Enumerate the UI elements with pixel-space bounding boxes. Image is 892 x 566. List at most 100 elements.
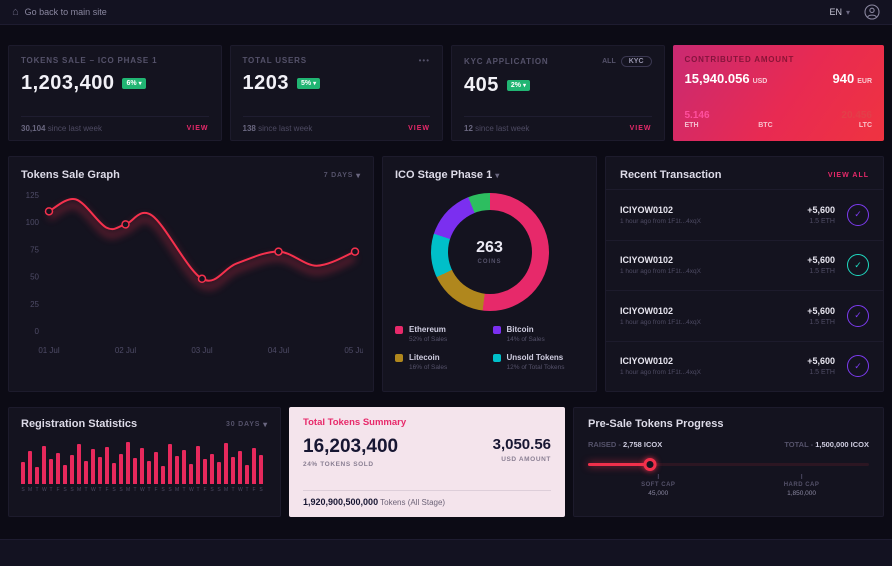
user-avatar[interactable]: [864, 4, 880, 20]
chevron-down-icon: ▾: [495, 171, 500, 180]
total-tokens-all-stage: 1,920,900,500,000 Tokens (All Stage): [303, 490, 551, 507]
chevron-down-icon: ▾: [845, 7, 850, 17]
total-users-card: TOTAL USERS ••• 1203 5% ▾ 138 since last …: [229, 45, 443, 141]
svg-text:01 Jul: 01 Jul: [38, 346, 60, 355]
legend-bitcoin: Bitcoin 14% of Sales: [492, 325, 585, 343]
view-link[interactable]: VIEW: [408, 125, 430, 132]
language-selector[interactable]: EN ▾: [829, 7, 850, 17]
donut-legend: Ethereum 52% of Sales Bitcoin 14% of Sal…: [395, 325, 584, 371]
registration-bar: [259, 455, 263, 484]
ico-stage-dropdown[interactable]: ICO Stage Phase 1 ▾: [395, 169, 500, 181]
card-title: CONTRIBUTED AMOUNT: [684, 55, 795, 64]
registration-bar: [63, 465, 67, 484]
topbar: ⌂ Go back to main site EN ▾: [0, 0, 892, 25]
registration-bar-chart: [21, 438, 268, 484]
bar-label: W: [238, 487, 243, 493]
tokens-sold-stat: 16,203,400 24% TOKENS SOLD: [303, 436, 399, 468]
dashboard-content: TOKENS SALE – ICO PHASE 1 1,203,400 6% ▾ …: [0, 25, 892, 539]
registration-bar: [84, 461, 88, 484]
bar-label: M: [224, 487, 229, 493]
chevron-down-icon: ▾: [356, 170, 361, 180]
sub-stat: 30,104 since last week: [21, 124, 102, 133]
registration-bar: [105, 447, 109, 484]
registration-bar: [252, 448, 256, 484]
card-title: TOKENS SALE – ICO PHASE 1: [21, 56, 158, 65]
bar-label: T: [49, 487, 53, 493]
registration-bar: [210, 454, 214, 484]
bar-label: S: [259, 487, 263, 493]
bar-label: W: [91, 487, 96, 493]
registration-bar: [161, 466, 165, 484]
transaction-row[interactable]: ICIYOW0102 1 hour ago from 1F1t...4xqX +…: [606, 340, 883, 392]
range-dropdown[interactable]: 7 DAYS ▾: [323, 170, 361, 180]
sub-stat: 138 since last week: [242, 124, 313, 133]
svg-text:25: 25: [30, 300, 39, 309]
range-dropdown[interactable]: 30 DAYS ▾: [226, 419, 268, 429]
check-circle-icon: ✓: [847, 203, 869, 226]
svg-text:05 Jul: 05 Jul: [344, 346, 363, 355]
view-all-link[interactable]: VIEW ALL: [827, 171, 869, 179]
presale-progress-slider: [588, 458, 869, 471]
registration-bar: [182, 450, 186, 484]
caret-down-icon: ▾: [523, 83, 527, 89]
tokens-sale-line-chart: 0 25 50 75 100 125 01 Jul 02 Jul 03 Jul 04 Jul 05 …: [26, 191, 366, 355]
eur-amount: 940 EUR: [832, 71, 872, 86]
svg-text:125: 125: [26, 191, 40, 200]
bar-label: M: [28, 487, 33, 493]
registration-bar: [133, 458, 137, 484]
bar-label: T: [133, 487, 137, 493]
svg-text:0: 0: [35, 327, 40, 336]
registration-bar: [196, 446, 200, 484]
registration-bar: [28, 451, 32, 484]
raised-stat: RAISED - 2,758 ICOX: [588, 440, 663, 449]
legend-unsold-tokens: Unsold Tokens 12% of Total Tokens: [492, 353, 585, 371]
check-circle-icon: ✓: [847, 254, 869, 277]
ico-stage-donut-chart: 263 COINS: [430, 193, 549, 311]
more-options-icon[interactable]: •••: [418, 56, 430, 65]
bar-label: S: [119, 487, 123, 493]
view-link[interactable]: VIEW: [629, 125, 652, 132]
registration-bar: [56, 453, 60, 484]
check-circle-icon: ✓: [847, 304, 869, 327]
slider-handle[interactable]: [643, 458, 657, 471]
toggle-kyc[interactable]: KYC: [620, 56, 652, 67]
back-to-main-site-link[interactable]: ⌂ Go back to main site: [12, 6, 107, 18]
bar-label: W: [140, 487, 145, 493]
bar-label: S: [21, 487, 25, 493]
bar-label: T: [147, 487, 151, 493]
legend-swatch: [395, 326, 403, 334]
total-users-value: 1203: [242, 72, 289, 94]
view-link[interactable]: VIEW: [186, 125, 209, 132]
charts-row: Tokens Sale Graph 7 DAYS ▾ 0 25 50 75 100 125 0…: [8, 156, 884, 392]
back-label: Go back to main site: [24, 7, 107, 17]
transaction-row[interactable]: ICIYOW0102 1 hour ago from 1F1t...4xqX +…: [606, 189, 883, 240]
bar-label: T: [98, 487, 102, 493]
language-label: EN: [829, 7, 842, 17]
bar-label: T: [35, 487, 39, 493]
contributed-amount-card: CONTRIBUTED AMOUNT 15,940.056 USD 940 EUR …: [672, 45, 884, 141]
bar-label: F: [56, 487, 60, 493]
kyc-value: 405: [464, 74, 499, 96]
bar-label: F: [154, 487, 158, 493]
registration-bar: [175, 456, 179, 484]
caret-down-icon: ▾: [138, 81, 142, 87]
bar-label: M: [77, 487, 82, 493]
donut-center: 263 COINS: [447, 210, 532, 294]
sub-stat: 12 since last week: [464, 124, 530, 133]
bar-label: M: [175, 487, 180, 493]
btc-amount: BTC: [758, 122, 773, 129]
stat-cards-row: TOKENS SALE – ICO PHASE 1 1,203,400 6% ▾ …: [8, 45, 884, 141]
bar-label: T: [196, 487, 200, 493]
legend-swatch: [395, 354, 403, 362]
toggle-all[interactable]: ALL: [602, 58, 616, 65]
card-title: Pre-Sale Tokens Progress: [588, 418, 724, 430]
footer: [0, 539, 892, 566]
chevron-down-icon: ▾: [263, 419, 268, 429]
transaction-row[interactable]: ICIYOW0102 1 hour ago from 1F1t...4xqX +…: [606, 290, 883, 341]
check-circle-icon: ✓: [847, 355, 869, 378]
transaction-row[interactable]: ICIYOW0102 1 hour ago from 1F1t...4xqX +…: [606, 239, 883, 291]
registration-bar: [217, 462, 221, 484]
registration-bar: [231, 457, 235, 484]
